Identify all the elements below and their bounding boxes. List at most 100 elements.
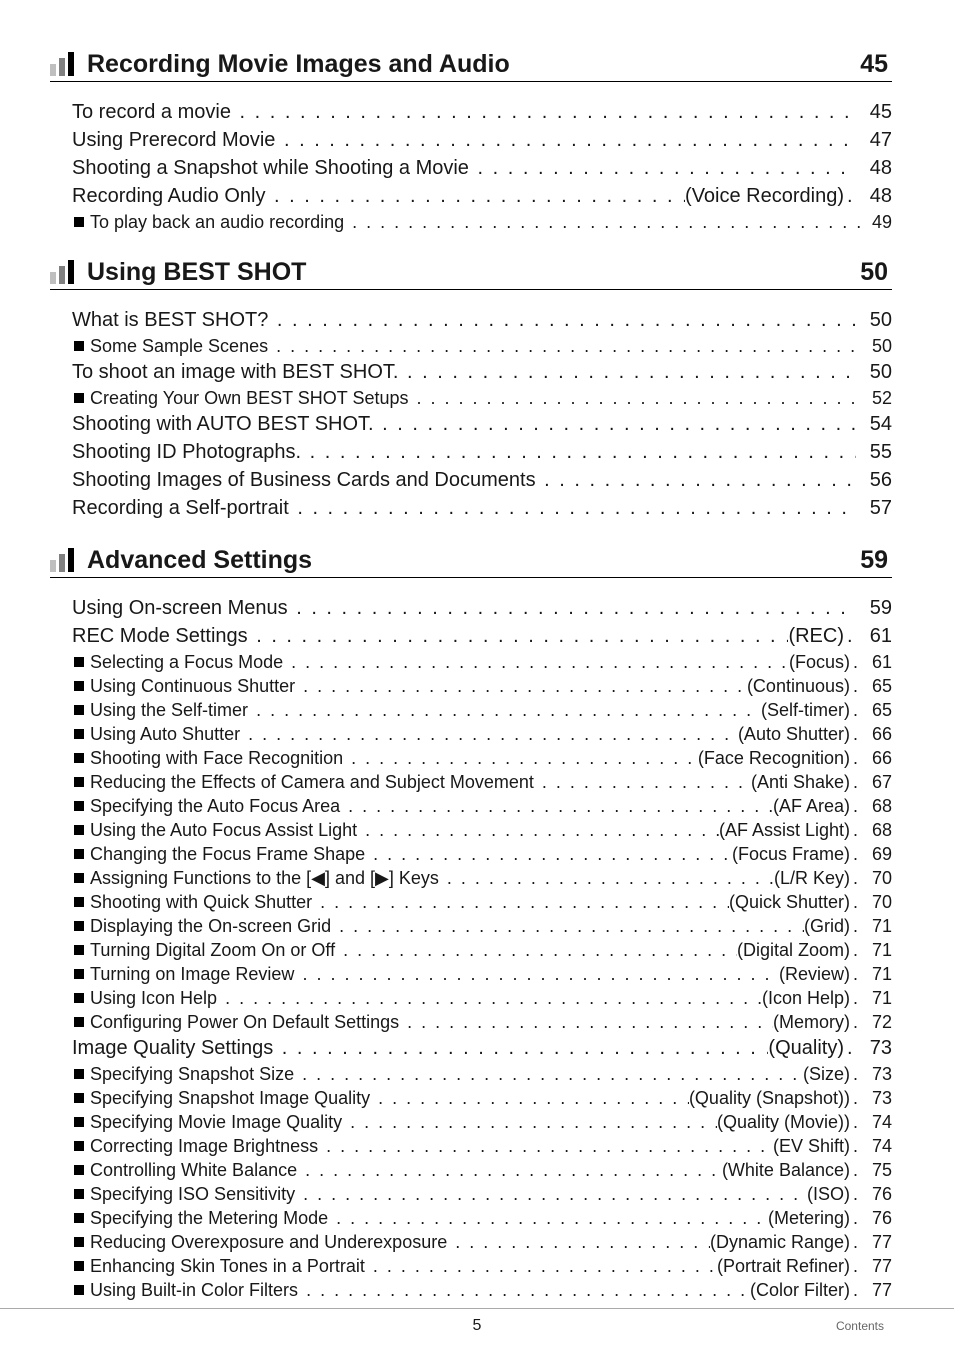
toc-page-number: 69 (862, 842, 892, 866)
toc-row: Assigning Functions to the [◀] and [▶] K… (72, 866, 892, 890)
toc-row: Configuring Power On Default Settings (M… (72, 1010, 892, 1034)
bullet-icon (74, 681, 84, 691)
toc-page: Recording Movie Images and Audio45To rec… (72, 50, 892, 1302)
toc-hint: (Continuous) (747, 674, 850, 698)
toc-leader-dots (347, 1110, 717, 1134)
toc-leader-dots (253, 698, 761, 722)
toc-row: Reducing Overexposure and Underexposure … (72, 1230, 892, 1254)
toc-row: Specifying Snapshot Image Quality (Quali… (72, 1086, 892, 1110)
toc-leader-dots (850, 1182, 862, 1206)
toc-leader-dots (348, 746, 698, 770)
toc-hint: (Face Recognition) (698, 746, 850, 770)
toc-text: Using Auto Shutter (90, 722, 245, 746)
toc-page-number: 70 (862, 866, 892, 890)
toc-page-number: 71 (862, 962, 892, 986)
toc-page-number: 73 (862, 1086, 892, 1110)
bullet-icon (74, 1213, 84, 1223)
toc-leader-dots (850, 842, 862, 866)
toc-hint: (Portrait Refiner) (717, 1254, 850, 1278)
toc-hint: (White Balance) (722, 1158, 850, 1182)
toc-leader-dots (850, 1278, 862, 1302)
toc-leader-dots (850, 818, 862, 842)
toc-row: Controlling White Balance (White Balance… (72, 1158, 892, 1182)
bullet-icon (74, 729, 84, 739)
toc-leader-dots (850, 866, 862, 890)
toc-row: Specifying Snapshot Size (Size)73 (72, 1062, 892, 1086)
toc-leader-dots (850, 914, 862, 938)
bullet-icon (74, 1237, 84, 1247)
toc-text: Assigning Functions to the [◀] and [▶] K… (90, 866, 444, 890)
toc-leader-dots (300, 674, 747, 698)
toc-text: Reducing the Effects of Camera and Subje… (90, 770, 539, 794)
toc-page-number: 77 (862, 1230, 892, 1254)
toc-hint: (Quality) (768, 1034, 844, 1062)
toc-page-number: 73 (856, 1034, 892, 1062)
toc-hint: (Self-timer) (761, 698, 850, 722)
toc-row: Shooting with AUTO BEST SHOT. 54 (72, 410, 892, 438)
bullet-icon (74, 657, 84, 667)
toc-row: Specifying the Metering Mode (Metering)7… (72, 1206, 892, 1230)
toc-text: Using On-screen Menus (72, 594, 293, 622)
toc-leader-dots (850, 1230, 862, 1254)
toc-leader-dots (850, 674, 862, 698)
toc-leader-dots (539, 770, 751, 794)
toc-page-number: 50 (862, 334, 892, 358)
toc-row: Creating Your Own BEST SHOT Setups 52 (72, 386, 892, 410)
toc-row: Using Prerecord Movie 47 (72, 126, 892, 154)
toc-leader-dots (362, 818, 719, 842)
toc-hint: (L/R Key) (774, 866, 850, 890)
toc-leader-dots (850, 1010, 862, 1034)
footer-page-number: 5 (0, 1309, 954, 1335)
bullet-icon (74, 217, 84, 227)
section-bars-icon (50, 52, 77, 76)
toc-page-number: 66 (862, 722, 892, 746)
page-footer: 5 Contents (0, 1308, 954, 1335)
section-header: Advanced Settings59 (50, 546, 892, 578)
toc-row: Using Continuous Shutter (Continuous)65 (72, 674, 892, 698)
toc-page-number: 71 (862, 938, 892, 962)
toc-text: Recording a Self-portrait (72, 494, 294, 522)
section-header: Recording Movie Images and Audio45 (50, 50, 892, 82)
toc-page-number: 77 (862, 1254, 892, 1278)
toc-page-number: 71 (862, 986, 892, 1010)
toc-hint: (Grid) (804, 914, 850, 938)
toc-leader-dots (300, 1182, 807, 1206)
toc-hint: (ISO) (807, 1182, 850, 1206)
toc-text: Correcting Image Brightness (90, 1134, 323, 1158)
toc-row: Changing the Focus Frame Shape (Focus Fr… (72, 842, 892, 866)
toc-leader-dots (844, 622, 856, 650)
toc-text: Changing the Focus Frame Shape (90, 842, 370, 866)
section-bars-icon (50, 548, 77, 572)
toc-hint: (Focus) (789, 650, 850, 674)
toc-row: REC Mode Settings (REC)61 (72, 622, 892, 650)
toc-page-number: 76 (862, 1182, 892, 1206)
toc-text: Displaying the On-screen Grid (90, 914, 336, 938)
toc-row: Enhancing Skin Tones in a Portrait (Port… (72, 1254, 892, 1278)
toc-text: Specifying the Auto Focus Area (90, 794, 345, 818)
toc-leader-dots (340, 938, 737, 962)
toc-text: What is BEST SHOT? (72, 306, 274, 334)
toc-row: Shooting a Snapshot while Shooting a Mov… (72, 154, 892, 182)
section-title: Recording Movie Images and Audio (87, 50, 860, 79)
toc-leader-dots (844, 182, 856, 210)
toc-text: Using Icon Help (90, 986, 222, 1010)
toc-text: Using Built-in Color Filters (90, 1278, 303, 1302)
toc-text: Using the Auto Focus Assist Light (90, 818, 362, 842)
toc-hint: (Digital Zoom) (737, 938, 850, 962)
toc-block: To record a movie 45Using Prerecord Movi… (72, 98, 892, 234)
toc-text: Shooting ID Photographs. (72, 438, 307, 466)
toc-text: Specifying Snapshot Size (90, 1062, 299, 1086)
toc-text: To shoot an image with BEST SHOT. (72, 358, 404, 386)
toc-text: Using the Self-timer (90, 698, 253, 722)
toc-leader-dots (294, 494, 856, 522)
bullet-icon (74, 921, 84, 931)
toc-leader-dots (404, 358, 856, 386)
toc-leader-dots (850, 722, 862, 746)
toc-leader-dots (349, 210, 862, 234)
toc-page-number: 50 (856, 358, 892, 386)
toc-leader-dots (850, 746, 862, 770)
toc-hint: (Dynamic Range) (710, 1230, 850, 1254)
toc-text: Enhancing Skin Tones in a Portrait (90, 1254, 370, 1278)
toc-leader-dots (850, 1086, 862, 1110)
toc-hint: (Focus Frame) (732, 842, 850, 866)
